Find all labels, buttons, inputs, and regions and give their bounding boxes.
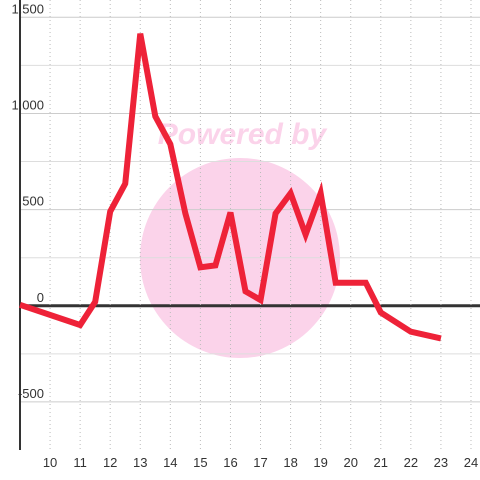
y-tick-label: -500	[18, 386, 44, 401]
watermark: Powered by	[158, 118, 328, 151]
x-tick-label: 17	[253, 455, 267, 470]
y-tick-label: 1,000	[11, 97, 44, 112]
x-tick-label: 23	[434, 455, 448, 470]
y-tick-label: 500	[22, 194, 44, 209]
x-tick-label: 18	[283, 455, 297, 470]
x-tick-label: 12	[103, 455, 117, 470]
y-tick-label: 1,500	[11, 1, 44, 16]
x-tick-label: 14	[163, 455, 177, 470]
x-tick-label: 24	[464, 455, 478, 470]
x-tick-label: 16	[223, 455, 237, 470]
x-tick-label: 13	[133, 455, 147, 470]
x-tick-label: 19	[313, 455, 327, 470]
x-tick-label: 20	[343, 455, 357, 470]
x-tick-label: 22	[404, 455, 418, 470]
x-tick-label: 11	[73, 455, 87, 470]
x-tick-label: 15	[193, 455, 207, 470]
line	[19, 33, 442, 342]
x-tick-label: 21	[374, 455, 388, 470]
x-tick-label: 10	[43, 455, 57, 470]
y-tick-label: 0	[37, 290, 44, 305]
